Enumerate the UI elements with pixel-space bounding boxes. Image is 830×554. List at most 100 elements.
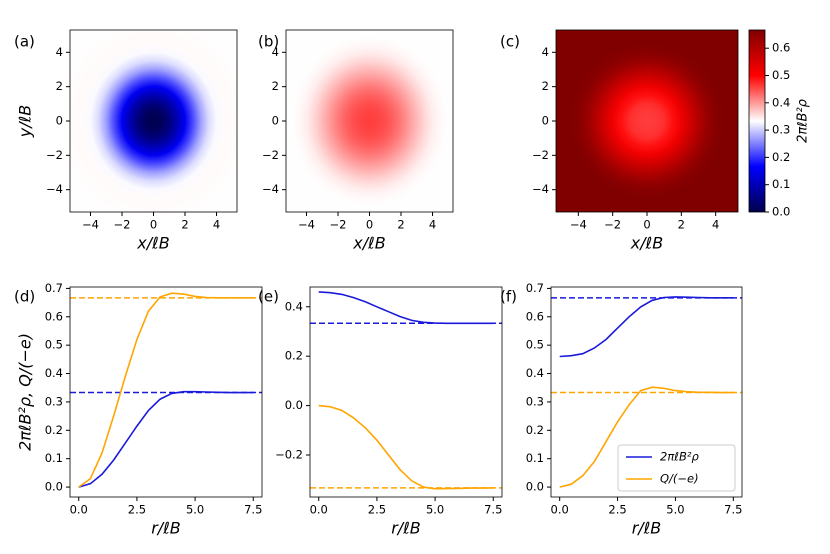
y-tick-label: 0.2 [45, 423, 63, 437]
y-tick-label: 0.6 [45, 309, 63, 323]
y-tick-label: 4 [542, 45, 549, 59]
x-tick-label: −4 [82, 218, 99, 232]
panel-label: (c) [500, 33, 520, 51]
y-tick-label: 0.4 [285, 299, 303, 313]
x-tick-label: 4 [213, 218, 220, 232]
y-tick-label: 0.5 [45, 338, 63, 352]
y-tick-label: −2 [532, 148, 549, 162]
panel-label: (e) [258, 288, 279, 306]
y-tick-label: −2 [262, 148, 279, 162]
x-tick-label: 5.0 [426, 503, 444, 517]
x-tick-label: 7.5 [724, 503, 742, 517]
line [559, 386, 734, 488]
x-axis-label: r/ℓB [632, 519, 662, 538]
line [78, 390, 254, 488]
y-tick-label: 0.7 [45, 281, 63, 295]
line [559, 296, 734, 358]
heatmap [70, 30, 237, 212]
y-tick-label: −2 [46, 148, 63, 162]
y-tick-label: 4 [272, 45, 279, 59]
x-tick-label: −4 [570, 218, 587, 232]
legend-label: 2πℓB²ρ [660, 450, 699, 464]
x-tick-label: −2 [330, 218, 347, 232]
y-tick-label: 0.1 [526, 451, 544, 465]
x-tick-label: 7.5 [484, 503, 502, 517]
axes-frame [309, 286, 503, 498]
colorbar-tick-label: 0.2 [772, 150, 790, 164]
x-tick-label: 2 [181, 218, 188, 232]
line [318, 404, 494, 490]
y-tick-label: 0.3 [526, 394, 544, 408]
x-axis-label: r/ℓB [151, 519, 181, 538]
y-tick-label: 0.4 [526, 366, 544, 380]
y-tick-label: 0.0 [45, 480, 63, 494]
y-tick-label: −4 [262, 182, 279, 196]
y-tick-label: 2 [542, 79, 549, 93]
y-tick-label: 2 [272, 79, 279, 93]
x-tick-label: −2 [604, 218, 621, 232]
colorbar-tick-label: 0.0 [772, 205, 790, 219]
x-tick-label: 0 [643, 218, 650, 232]
y-tick-label: 4 [56, 45, 63, 59]
y-tick-label: −4 [532, 182, 549, 196]
y-tick-label: 0.6 [526, 309, 544, 323]
y-tick-label: 0.7 [526, 281, 544, 295]
x-tick-label: 2.5 [608, 503, 626, 517]
x-tick-label: 2.5 [128, 503, 146, 517]
x-tick-label: 2.5 [368, 503, 386, 517]
x-axis-label: x/ℓB [136, 234, 169, 253]
x-tick-label: 0.0 [310, 503, 328, 517]
colorbar-tick-label: 0.6 [772, 41, 790, 55]
y-tick-label: 0.4 [45, 366, 63, 380]
colorbar-tick-label: 0.4 [772, 95, 790, 109]
colorbar-tick-label: 0.1 [772, 177, 790, 191]
y-tick-label: 0.1 [45, 451, 63, 465]
panel-label: (d) [14, 288, 35, 306]
legend-label: Q/(−e) [660, 472, 699, 486]
x-tick-label: −2 [114, 218, 131, 232]
line [318, 291, 494, 325]
x-tick-label: 0.0 [70, 503, 88, 517]
y-tick-label: −4 [46, 182, 63, 196]
panel-label: (f) [500, 288, 517, 306]
panel-label: (b) [258, 33, 279, 51]
x-axis-label: x/ℓB [630, 234, 663, 253]
panel-label: (a) [14, 33, 35, 51]
y-axis-label: y/ℓB [16, 105, 35, 138]
y-tick-label: 0.0 [285, 398, 303, 412]
y-tick-label: 0.3 [45, 394, 63, 408]
y-tick-label: 0.5 [526, 338, 544, 352]
y-tick-label: −0.2 [275, 448, 303, 462]
y-tick-label: 0 [272, 114, 279, 128]
y-tick-label: 2 [56, 79, 63, 93]
x-tick-label: 4 [712, 218, 719, 232]
axes-frame [69, 286, 263, 498]
y-tick-label: 0.2 [526, 423, 544, 437]
x-tick-label: 7.5 [244, 503, 262, 517]
x-tick-label: 5.0 [186, 503, 204, 517]
x-tick-label: 0 [366, 218, 373, 232]
y-axis-label: 2πℓB²ρ, Q/(−e) [16, 333, 35, 451]
colorbar [748, 29, 766, 213]
y-tick-label: 0.0 [526, 480, 544, 494]
y-tick-label: 0 [56, 114, 63, 128]
colorbar-tick-label: 0.5 [772, 68, 790, 82]
axes-frame [550, 286, 743, 498]
x-tick-label: 2 [397, 218, 404, 232]
x-axis-label: x/ℓB [352, 234, 385, 253]
line [78, 292, 254, 488]
x-tick-label: 0 [150, 218, 157, 232]
x-tick-label: −4 [298, 218, 315, 232]
heatmap [556, 30, 738, 212]
colorbar-label: 2πℓB²ρ [796, 98, 811, 143]
colorbar-tick-label: 0.3 [772, 123, 790, 137]
y-tick-label: 0.2 [285, 349, 303, 363]
heatmap [286, 30, 453, 212]
y-tick-label: 0 [542, 114, 549, 128]
x-axis-label: r/ℓB [391, 519, 421, 538]
x-tick-label: 0.0 [551, 503, 569, 517]
x-tick-label: 4 [429, 218, 436, 232]
x-tick-label: 2 [678, 218, 685, 232]
x-tick-label: 5.0 [666, 503, 684, 517]
